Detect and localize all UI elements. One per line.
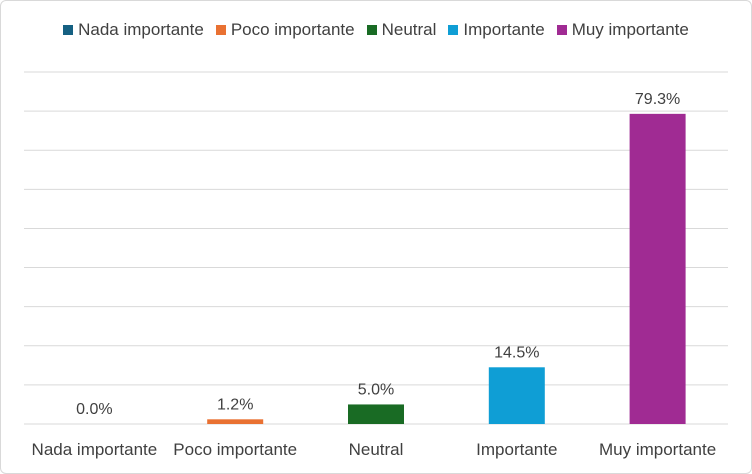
- legend-label-nada-importante: Nada importante: [78, 20, 204, 39]
- legend-item-poco-importante[interactable]: Poco importante: [215, 20, 355, 40]
- category-label-muy-importante: Muy importante: [599, 440, 716, 459]
- bar-neutral[interactable]: [348, 404, 404, 424]
- bar-poco-importante[interactable]: [207, 419, 264, 424]
- legend-swatch-importante: [448, 25, 459, 35]
- legend-item-muy-importante[interactable]: Muy importante: [556, 20, 689, 40]
- legend-label-poco-importante: Poco importante: [230, 20, 355, 39]
- legend-swatch-poco-importante: [215, 25, 226, 35]
- category-label-nada-importante: Nada importante: [32, 440, 158, 459]
- category-axis-labels: Nada importante Poco importante Neutral Imp…: [32, 440, 717, 459]
- gridlines: [24, 71, 728, 425]
- legend-label-muy-importante: Muy importante: [571, 20, 689, 39]
- legend-swatch-muy-importante: [556, 25, 567, 35]
- data-label-importante: 14.5%: [494, 344, 539, 361]
- data-labels: 0.0% 1.2% 5.0% 14.5% 79.3%: [76, 91, 680, 418]
- legend-label-neutral: Neutral: [381, 20, 437, 39]
- category-label-importante: Importante: [476, 440, 557, 459]
- data-label-muy-importante: 79.3%: [635, 91, 680, 108]
- bar-muy-importante[interactable]: [629, 113, 686, 425]
- data-label-poco-importante: 1.2%: [217, 396, 253, 413]
- legend: Nada importante Poco importante Neutral …: [0, 20, 752, 40]
- bars: [207, 113, 686, 425]
- category-label-neutral: Neutral: [349, 440, 404, 459]
- legend-item-nada-importante[interactable]: Nada importante: [63, 20, 204, 40]
- legend-swatch-nada-importante: [63, 25, 74, 35]
- data-label-neutral: 5.0%: [358, 381, 394, 398]
- category-label-poco-importante: Poco importante: [173, 440, 297, 459]
- legend-item-neutral[interactable]: Neutral: [366, 20, 437, 40]
- legend-label-importante: Importante: [463, 20, 545, 39]
- legend-swatch-neutral: [366, 25, 377, 35]
- data-label-nada-importante: 0.0%: [76, 401, 112, 418]
- bar-importante[interactable]: [488, 367, 545, 424]
- legend-item-importante[interactable]: Importante: [448, 20, 545, 40]
